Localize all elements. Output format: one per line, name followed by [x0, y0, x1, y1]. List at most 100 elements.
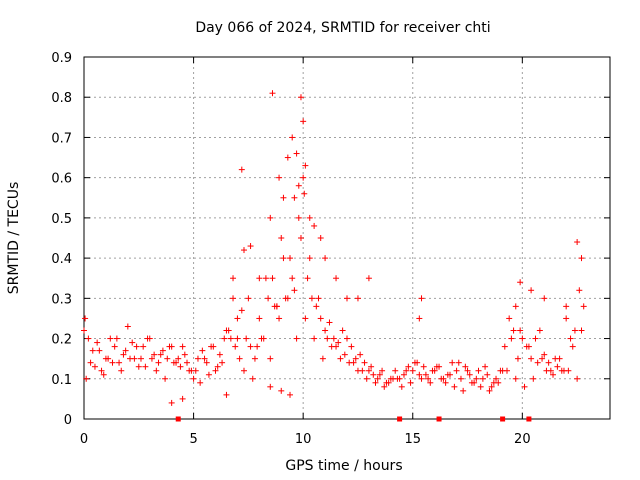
data-points — [81, 90, 587, 406]
data-point — [243, 335, 250, 342]
data-point — [567, 335, 574, 342]
data-point — [269, 90, 276, 97]
data-point — [344, 295, 350, 302]
data-point — [203, 359, 210, 366]
data-point — [82, 315, 89, 322]
data-point — [512, 375, 519, 382]
data-point — [289, 134, 296, 141]
data-point — [247, 243, 254, 250]
data-point — [560, 367, 567, 374]
data-point — [96, 347, 103, 354]
x-tick-labels: 0 5 10 15 20 — [80, 432, 531, 447]
data-point — [394, 375, 401, 382]
data-point — [91, 363, 98, 370]
data-point — [81, 327, 87, 334]
data-point — [254, 343, 261, 350]
data-point — [240, 247, 247, 254]
plot-frame — [83, 56, 611, 420]
data-point — [545, 359, 552, 366]
data-point — [398, 383, 405, 390]
data-point — [517, 279, 524, 286]
data-point — [192, 367, 199, 374]
data-point — [416, 315, 423, 322]
y-tick-label: 0.4 — [51, 252, 72, 267]
data-point — [256, 275, 263, 282]
data-point — [418, 295, 425, 302]
data-point — [118, 367, 125, 374]
data-point — [219, 359, 226, 366]
data-point — [98, 367, 105, 374]
data-point — [442, 379, 449, 386]
y-tick-label: 0.7 — [51, 131, 72, 146]
data-point — [295, 182, 302, 189]
data-point — [339, 327, 346, 334]
data-point — [578, 255, 585, 262]
data-point — [122, 347, 129, 354]
data-point — [344, 335, 350, 342]
data-point — [368, 363, 375, 370]
data-point — [322, 255, 329, 262]
data-point — [317, 235, 324, 241]
data-point — [227, 335, 234, 342]
data-point — [230, 275, 237, 282]
data-point — [324, 335, 331, 342]
data-point — [330, 335, 337, 342]
data-point — [85, 335, 92, 342]
data-point — [576, 287, 583, 294]
data-point — [205, 371, 212, 378]
data-point — [267, 383, 274, 390]
data-point — [416, 371, 423, 378]
data-point — [240, 367, 247, 374]
data-point — [109, 359, 116, 366]
data-point — [262, 275, 269, 282]
data-point — [530, 375, 537, 382]
data-point — [155, 359, 162, 366]
grid-lines — [84, 57, 610, 419]
data-point — [569, 343, 576, 350]
data-point — [385, 379, 392, 386]
data-point — [232, 343, 239, 350]
y-tick-label: 0.5 — [51, 212, 72, 227]
data-point — [361, 359, 368, 366]
data-point — [251, 355, 258, 362]
data-point — [234, 335, 241, 342]
data-point — [486, 387, 493, 394]
data-point — [238, 166, 245, 173]
data-point — [508, 335, 515, 342]
data-point — [578, 327, 585, 334]
data-point — [484, 371, 491, 378]
data-point — [124, 323, 131, 330]
data-point — [433, 363, 440, 370]
data-point — [403, 367, 410, 374]
data-point — [510, 327, 517, 334]
data-point — [420, 363, 427, 370]
data-point — [287, 391, 294, 398]
data-point — [148, 355, 155, 362]
data-point — [381, 383, 388, 390]
x-axis-label: GPS time / hours — [285, 458, 402, 474]
data-point — [422, 371, 429, 378]
data-point — [83, 375, 90, 382]
data-point — [363, 375, 370, 382]
y-axis-label: SRMTID / TECUs — [6, 182, 22, 295]
data-point — [499, 367, 506, 374]
data-point — [539, 355, 546, 362]
data-point — [528, 355, 535, 362]
data-point — [166, 343, 173, 350]
data-point — [519, 335, 526, 342]
data-point — [144, 335, 151, 342]
data-point — [479, 375, 486, 382]
data-point — [194, 355, 201, 362]
data-point — [267, 214, 274, 221]
y-tick-label: 0.9 — [51, 51, 72, 66]
data-point — [552, 355, 559, 362]
gap-marker — [175, 416, 181, 422]
data-point — [541, 351, 548, 358]
gap-marker — [397, 416, 403, 422]
data-point — [315, 295, 322, 302]
data-point — [514, 355, 521, 362]
data-point — [89, 347, 96, 354]
data-point — [179, 395, 186, 402]
data-point — [120, 351, 127, 358]
data-point — [87, 359, 94, 366]
